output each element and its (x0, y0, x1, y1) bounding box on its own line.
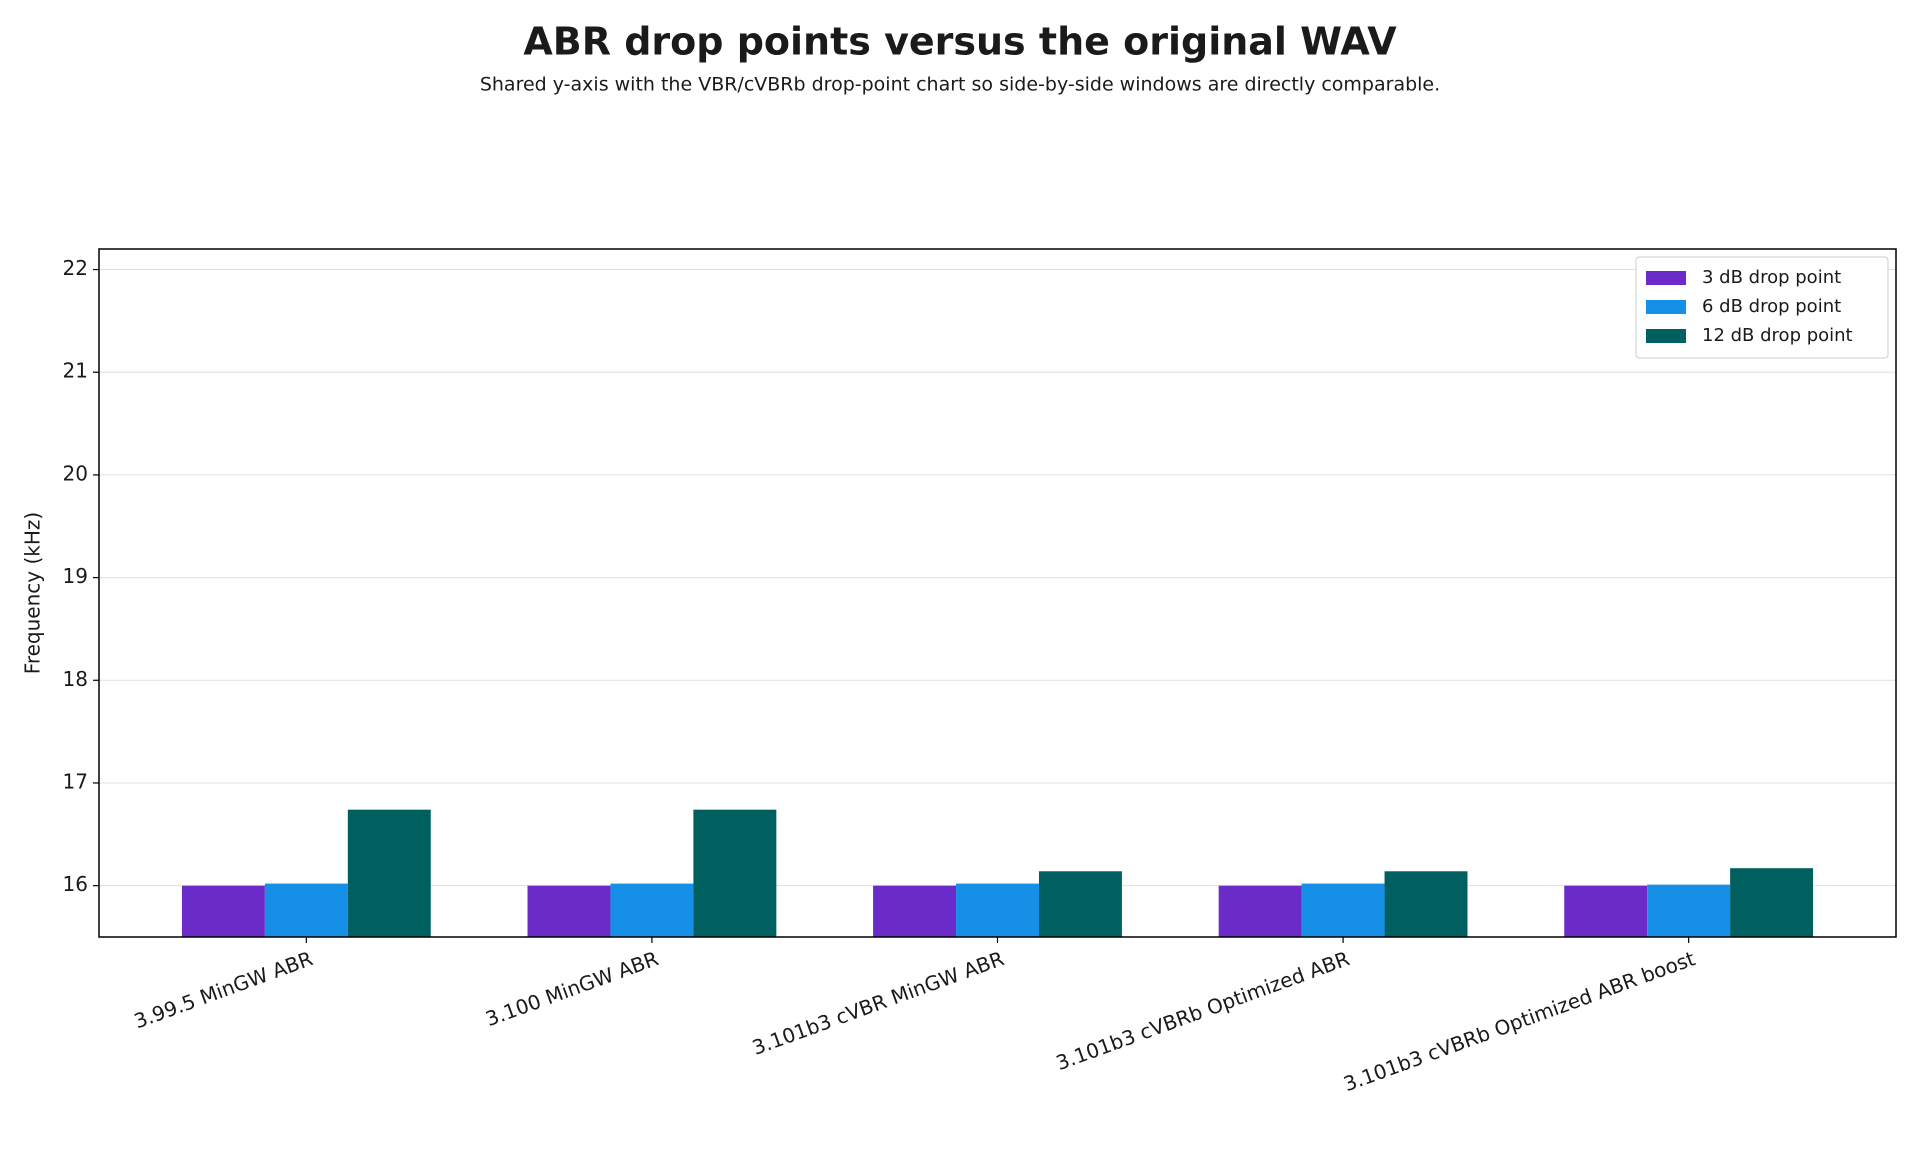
x-tick-label: 3.101b3 cVBRb Optimized ABR boost (1340, 946, 1698, 1096)
bar (873, 885, 957, 937)
bar (527, 885, 611, 937)
legend-box (1635, 256, 1889, 359)
y-tick-label: 22 (63, 256, 88, 280)
bar (181, 885, 265, 937)
y-tick-label: 18 (63, 667, 88, 691)
bar (1218, 885, 1302, 937)
bar (693, 809, 777, 937)
legend-label: 6 dB drop point (1702, 296, 1841, 317)
y-tick-label: 17 (63, 769, 88, 793)
x-tick-label: 3.100 MinGW ABR (482, 946, 661, 1031)
bar (1647, 884, 1731, 937)
chart-subtitle: Shared y-axis with the VBR/cVBRb drop-po… (480, 74, 1440, 96)
bar (1384, 871, 1468, 937)
legend-swatch (1646, 271, 1686, 285)
x-tick-label: 3.99.5 MinGW ABR (131, 946, 316, 1033)
y-axis-label: Frequency (kHz) (21, 512, 45, 674)
legend-swatch (1646, 329, 1686, 343)
bar (347, 809, 431, 937)
chart-title: ABR drop points versus the original WAV (523, 20, 1397, 64)
legend-label: 3 dB drop point (1702, 267, 1841, 288)
bar (1301, 883, 1385, 937)
y-tick-label: 16 (63, 872, 88, 896)
bar (1730, 868, 1814, 937)
y-tick-label: 19 (63, 564, 88, 588)
plot-frame (98, 248, 1897, 938)
bar (956, 883, 1039, 937)
y-tick-label: 20 (63, 461, 88, 485)
bar (610, 883, 694, 937)
bar (1564, 885, 1648, 937)
legend-label: 12 dB drop point (1702, 325, 1853, 346)
bar (264, 883, 348, 937)
x-tick-label: 3.101b3 cVBR MinGW ABR (749, 946, 1007, 1060)
y-tick-label: 21 (63, 359, 88, 383)
x-tick-label: 3.101b3 cVBRb Optimized ABR (1053, 946, 1353, 1075)
legend-swatch (1646, 300, 1686, 314)
bar (1038, 871, 1122, 937)
